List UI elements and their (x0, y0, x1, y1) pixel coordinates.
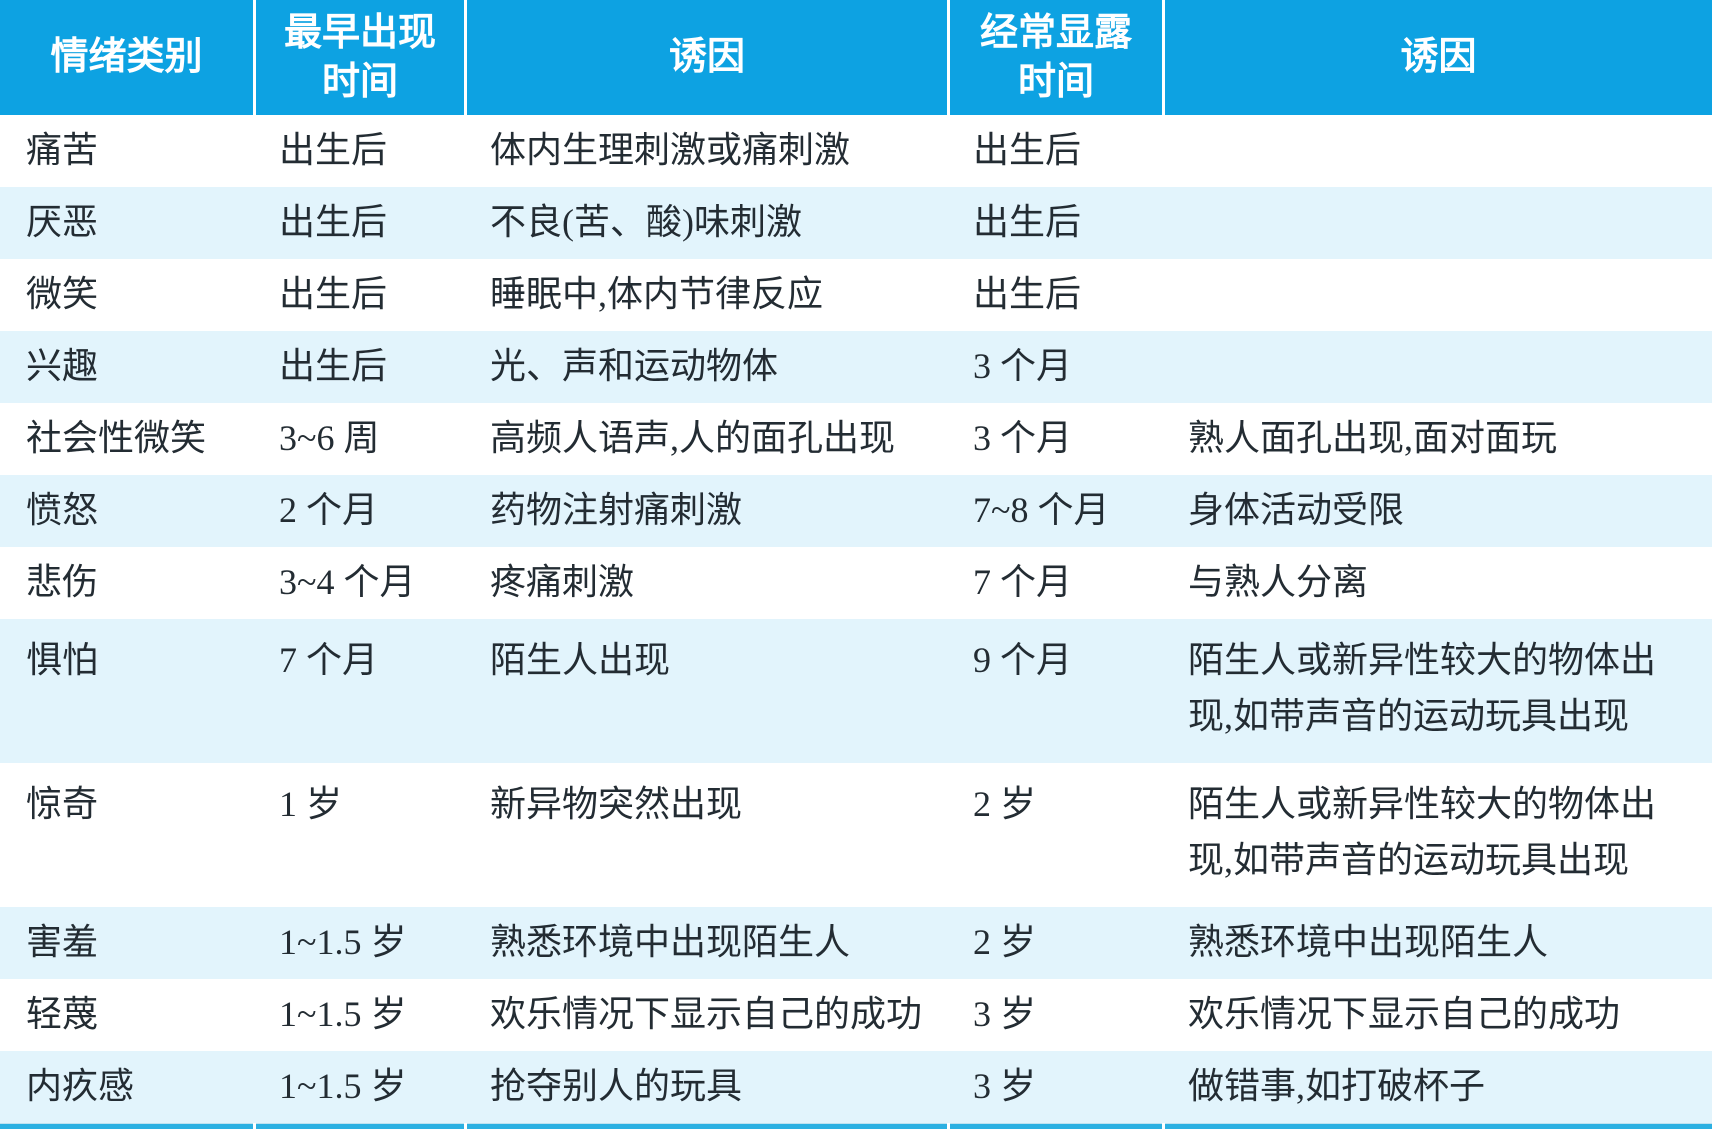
cell-trigger-2 (1162, 259, 1712, 331)
cell-trigger: 睡眠中,体内节律反应 (490, 274, 824, 315)
cell-emotion: 轻蔑 (26, 994, 99, 1035)
cell-trigger-2: 熟悉环境中出现陌生人 (1188, 922, 1549, 963)
cell-trigger: 熟悉环境中出现陌生人 (490, 922, 851, 963)
cell-trigger: 新异物突然出现 (490, 784, 743, 824)
cell-emotion: 愤怒 (26, 490, 99, 531)
bottom-rule-segment (464, 1123, 947, 1129)
table-row: 痛苦 出生后 体内生理刺激或痛刺激 出生后 (0, 115, 1712, 187)
cell-emotion: 害羞 (26, 922, 99, 963)
cell-emotion: 兴趣 (26, 346, 99, 387)
cell-earliest-time: 1 岁 (279, 784, 343, 824)
cell-trigger: 抢夺别人的玩具 (490, 1066, 743, 1107)
cell-frequent-time: 9 个月 (973, 640, 1073, 680)
cell-emotion: 厌恶 (26, 202, 99, 243)
cell-earliest-time: 1~1.5 岁 (279, 922, 407, 963)
cell-earliest-time: 2 个月 (279, 490, 379, 531)
table-row: 内疚感 1~1.5 岁 抢夺别人的玩具 3 岁 做错事,如打破杯子 (0, 1051, 1712, 1123)
cell-trigger-2: 熟人面孔出现,面对面玩 (1188, 418, 1558, 459)
cell-earliest-time: 出生后 (279, 274, 388, 315)
cell-earliest-time: 出生后 (279, 130, 388, 171)
cell-trigger-2: 与熟人分离 (1188, 562, 1369, 603)
bottom-rule-segment (0, 1123, 253, 1129)
cell-earliest-time: 出生后 (279, 202, 388, 243)
cell-frequent-time: 出生后 (973, 202, 1082, 243)
cell-earliest-time: 3~6 周 (279, 418, 380, 459)
table-row: 微笑 出生后 睡眠中,体内节律反应 出生后 (0, 259, 1712, 331)
cell-trigger: 体内生理刺激或痛刺激 (490, 130, 851, 171)
cell-trigger: 药物注射痛刺激 (490, 490, 743, 531)
cell-trigger: 高频人语声,人的面孔出现 (490, 418, 896, 459)
cell-frequent-time: 3 岁 (973, 994, 1037, 1035)
column-header-earliest-time: 最早出现 时间 (253, 0, 464, 115)
cell-frequent-time: 出生后 (973, 130, 1082, 171)
cell-frequent-time: 出生后 (973, 274, 1082, 315)
cell-trigger-2 (1162, 187, 1712, 259)
cell-earliest-time: 1~1.5 岁 (279, 994, 407, 1035)
table-row: 惊奇 1 岁 新异物突然出现 2 岁 陌生人或新异性较大的物体出 现,如带声音的… (0, 763, 1712, 907)
table-row: 厌恶 出生后 不良(苦、酸)味刺激 出生后 (0, 187, 1712, 259)
cell-earliest-time: 出生后 (279, 346, 388, 387)
cell-frequent-time: 7~8 个月 (973, 490, 1110, 531)
cell-trigger: 疼痛刺激 (490, 562, 635, 603)
column-header-trigger-2: 诱因 (1162, 0, 1712, 115)
column-header-emotion-category: 情绪类别 (50, 36, 203, 79)
cell-emotion: 悲伤 (26, 562, 99, 603)
cell-trigger: 陌生人出现 (490, 640, 671, 680)
cell-earliest-time: 3~4 个月 (279, 562, 416, 603)
cell-emotion: 微笑 (26, 274, 99, 315)
table-bottom-rule (0, 1123, 1712, 1129)
bottom-rule-segment (1162, 1123, 1712, 1129)
cell-trigger-2: 欢乐情况下显示自己的成功 (1188, 994, 1621, 1035)
cell-trigger: 光、声和运动物体 (490, 346, 779, 387)
cell-earliest-time: 1~1.5 岁 (279, 1066, 407, 1107)
cell-frequent-time: 2 岁 (973, 784, 1037, 824)
cell-frequent-time: 2 岁 (973, 922, 1037, 963)
cell-trigger: 欢乐情况下显示自己的成功 (490, 994, 923, 1035)
table-row: 兴趣 出生后 光、声和运动物体 3 个月 (0, 331, 1712, 403)
cell-emotion: 惧怕 (26, 640, 99, 680)
cell-emotion: 惊奇 (26, 784, 99, 824)
table-row: 悲伤 3~4 个月 疼痛刺激 7 个月 与熟人分离 (0, 547, 1712, 619)
bottom-rule-segment (253, 1123, 464, 1129)
cell-trigger-2: 陌生人或新异性较大的物体出 现,如带声音的运动玩具出现 (1188, 640, 1657, 736)
cell-trigger-2: 身体活动受限 (1188, 490, 1405, 531)
cell-trigger-2: 陌生人或新异性较大的物体出 现,如带声音的运动玩具出现 (1188, 784, 1657, 880)
column-header-trigger: 诱因 (464, 0, 947, 115)
cell-earliest-time: 7 个月 (279, 640, 379, 680)
cell-trigger-2: 做错事,如打破杯子 (1188, 1066, 1486, 1107)
cell-frequent-time: 3 个月 (973, 346, 1073, 387)
cell-emotion: 社会性微笑 (26, 418, 207, 459)
table-row: 轻蔑 1~1.5 岁 欢乐情况下显示自己的成功 3 岁 欢乐情况下显示自己的成功 (0, 979, 1712, 1051)
bottom-rule-segment (947, 1123, 1162, 1129)
cell-frequent-time: 3 个月 (973, 418, 1073, 459)
cell-emotion: 痛苦 (26, 130, 99, 171)
table-header-row: 情绪类别 最早出现 时间 诱因 经常显露 时间 诱因 (0, 0, 1712, 115)
cell-emotion: 内疚感 (26, 1066, 135, 1107)
table-row: 愤怒 2 个月 药物注射痛刺激 7~8 个月 身体活动受限 (0, 475, 1712, 547)
column-header-frequent-time: 经常显露 时间 (947, 0, 1162, 115)
table-row: 害羞 1~1.5 岁 熟悉环境中出现陌生人 2 岁 熟悉环境中出现陌生人 (0, 907, 1712, 979)
cell-frequent-time: 3 岁 (973, 1066, 1037, 1107)
table-row: 惧怕 7 个月 陌生人出现 9 个月 陌生人或新异性较大的物体出 现,如带声音的… (0, 619, 1712, 763)
cell-trigger-2 (1162, 331, 1712, 403)
cell-trigger: 不良(苦、酸)味刺激 (490, 202, 802, 243)
cell-trigger-2 (1162, 115, 1712, 187)
cell-frequent-time: 7 个月 (973, 562, 1073, 603)
table-row: 社会性微笑 3~6 周 高频人语声,人的面孔出现 3 个月 熟人面孔出现,面对面… (0, 403, 1712, 475)
